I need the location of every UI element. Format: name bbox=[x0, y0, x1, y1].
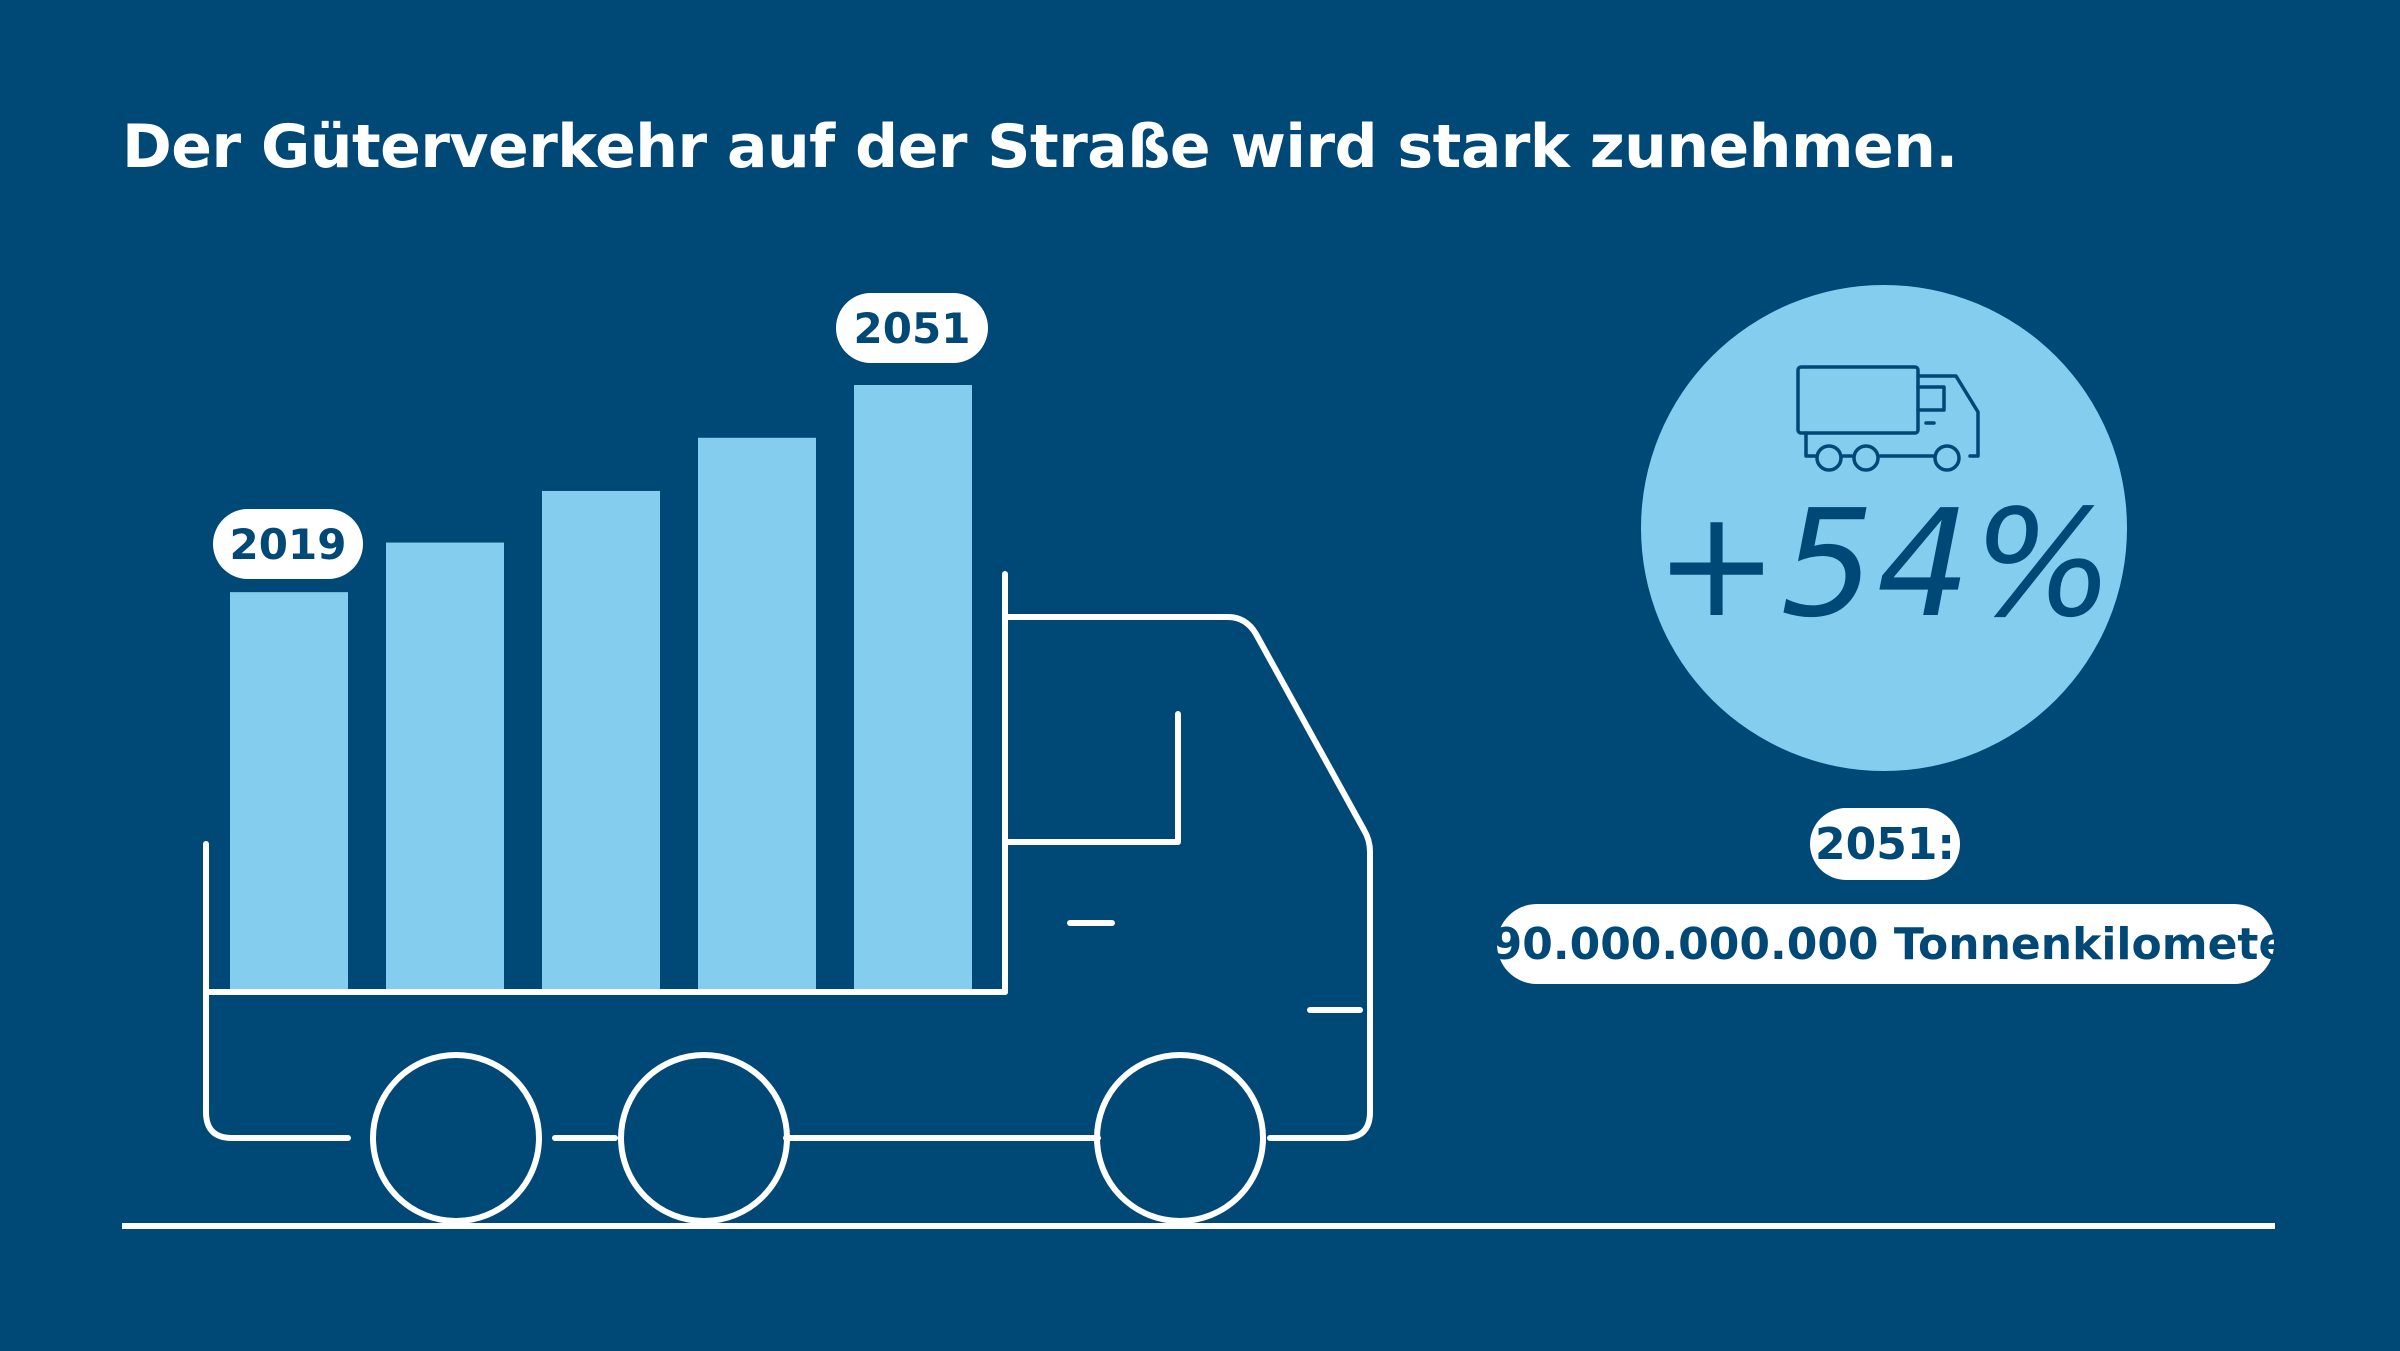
bar-label-first: 2019 bbox=[213, 509, 363, 579]
page-title: Der Güterverkehr auf der Straße wird sta… bbox=[122, 112, 1958, 182]
bar-5 bbox=[854, 385, 972, 989]
truck-outline-illustration bbox=[203, 571, 1373, 1224]
truck-chassis-line bbox=[203, 841, 351, 1141]
bar-2 bbox=[386, 542, 504, 989]
truck-cab-outline bbox=[1002, 614, 1373, 1141]
truck-wheel-3 bbox=[1094, 1052, 1266, 1224]
truck-wheel-1 bbox=[370, 1052, 542, 1224]
truck-window bbox=[1002, 711, 1181, 845]
percent-increase: +54% bbox=[1654, 478, 2116, 650]
tonnenkilometer-value: 990.000.000.000 Tonnenkilometer bbox=[1461, 904, 2310, 984]
truck-icon bbox=[1796, 365, 1980, 472]
highlight-circle bbox=[1641, 285, 2127, 771]
bar-1 bbox=[230, 592, 348, 989]
bar-4 bbox=[698, 437, 816, 990]
bar-label-last: 2051 bbox=[836, 293, 988, 363]
truck-wheel-2 bbox=[618, 1052, 790, 1224]
year-label: 2051: bbox=[1810, 808, 1960, 880]
bar-3 bbox=[542, 490, 660, 989]
bar-series bbox=[230, 385, 972, 990]
